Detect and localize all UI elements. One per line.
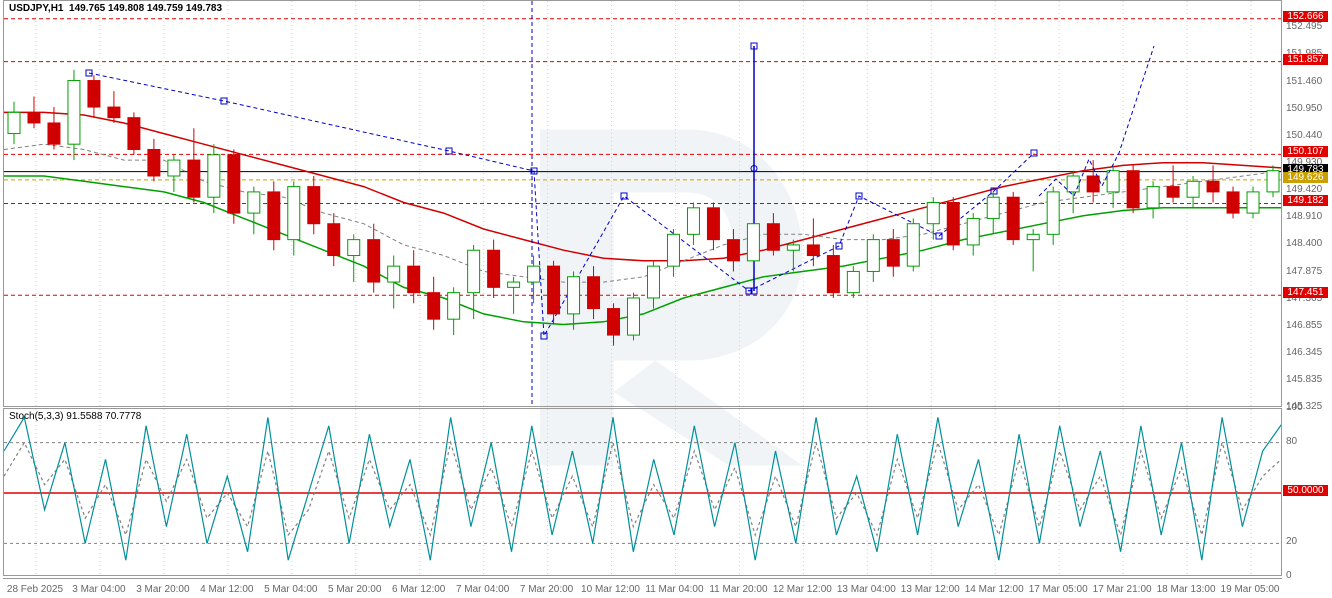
- xaxis-label: 11 Mar 20:00: [709, 584, 767, 595]
- indicator-ytick: 20: [1283, 536, 1330, 547]
- yaxis-tick: 145.835: [1283, 374, 1330, 385]
- yaxis-indicator: 020508010050.0000: [1283, 408, 1330, 576]
- price-level-tag: 147.451: [1283, 287, 1328, 298]
- xaxis-label: 19 Mar 05:00: [1221, 584, 1280, 595]
- xaxis-label: 3 Mar 04:00: [72, 584, 125, 595]
- indicator-chart[interactable]: Stoch(5,3,3) 91.5588 70.7778: [3, 408, 1282, 576]
- xaxis-label: 13 Mar 12:00: [901, 584, 960, 595]
- xaxis-label: 6 Mar 12:00: [392, 584, 445, 595]
- xaxis-label: 4 Mar 12:00: [200, 584, 253, 595]
- indicator-title: Stoch(5,3,3) 91.5588 70.7778: [9, 411, 141, 422]
- yaxis-tick: 148.910: [1283, 211, 1330, 222]
- xaxis-label: 28 Feb 2025: [7, 584, 63, 595]
- yaxis-tick: 146.855: [1283, 320, 1330, 331]
- yaxis-tick: 152.495: [1283, 21, 1330, 32]
- price-level-tag: 150.107: [1283, 146, 1328, 157]
- xaxis: 28 Feb 2025 3 Mar 04:00 3 Mar 20:00 4 Mar 1…: [3, 578, 1282, 598]
- yaxis-tick: 149.420: [1283, 184, 1330, 195]
- price-level-tag: 151.857: [1283, 54, 1328, 65]
- xaxis-label: 5 Mar 04:00: [264, 584, 317, 595]
- xaxis-label: 7 Mar 20:00: [520, 584, 573, 595]
- yaxis-tick: 146.345: [1283, 347, 1330, 358]
- xaxis-label: 5 Mar 20:00: [328, 584, 381, 595]
- xaxis-label: 13 Mar 04:00: [837, 584, 896, 595]
- chart-container: USDJPY,H1 149.765 149.808 149.759 149.78…: [0, 0, 1332, 598]
- xaxis-label: 3 Mar 20:00: [136, 584, 189, 595]
- main-chart-svg[interactable]: [4, 1, 1281, 406]
- xaxis-label: 11 Mar 04:00: [645, 584, 703, 595]
- yaxis-main: 145.325145.835146.345146.855147.365147.8…: [1283, 0, 1330, 407]
- xaxis-label: 17 Mar 21:00: [1093, 584, 1152, 595]
- xaxis-label: 7 Mar 04:00: [456, 584, 509, 595]
- xaxis-label: 14 Mar 12:00: [965, 584, 1024, 595]
- xaxis-label: 12 Mar 12:00: [773, 584, 832, 595]
- yaxis-tick: 151.460: [1283, 76, 1330, 87]
- indicator-svg[interactable]: [4, 409, 1281, 575]
- yaxis-tick: 148.400: [1283, 238, 1330, 249]
- indicator-ytick: 100: [1283, 402, 1330, 413]
- xaxis-label: 18 Mar 13:00: [1157, 584, 1216, 595]
- indicator-ytick: 80: [1283, 436, 1330, 447]
- yaxis-tick: 147.875: [1283, 266, 1330, 277]
- price-level-tag: 152.666: [1283, 11, 1328, 22]
- chart-title: USDJPY,H1 149.765 149.808 149.759 149.78…: [9, 3, 222, 14]
- yaxis-tick: 150.440: [1283, 130, 1330, 141]
- price-level-tag: 149.182: [1283, 195, 1328, 206]
- yaxis-tick: 150.950: [1283, 103, 1330, 114]
- indicator-ytick: 0: [1283, 570, 1330, 581]
- main-price-chart[interactable]: USDJPY,H1 149.765 149.808 149.759 149.78…: [3, 0, 1282, 407]
- xaxis-label: 10 Mar 12:00: [581, 584, 640, 595]
- price-level-tag: 149.626: [1283, 172, 1328, 183]
- indicator-level-50-tag: 50.0000: [1283, 485, 1328, 496]
- xaxis-label: 17 Mar 05:00: [1029, 584, 1088, 595]
